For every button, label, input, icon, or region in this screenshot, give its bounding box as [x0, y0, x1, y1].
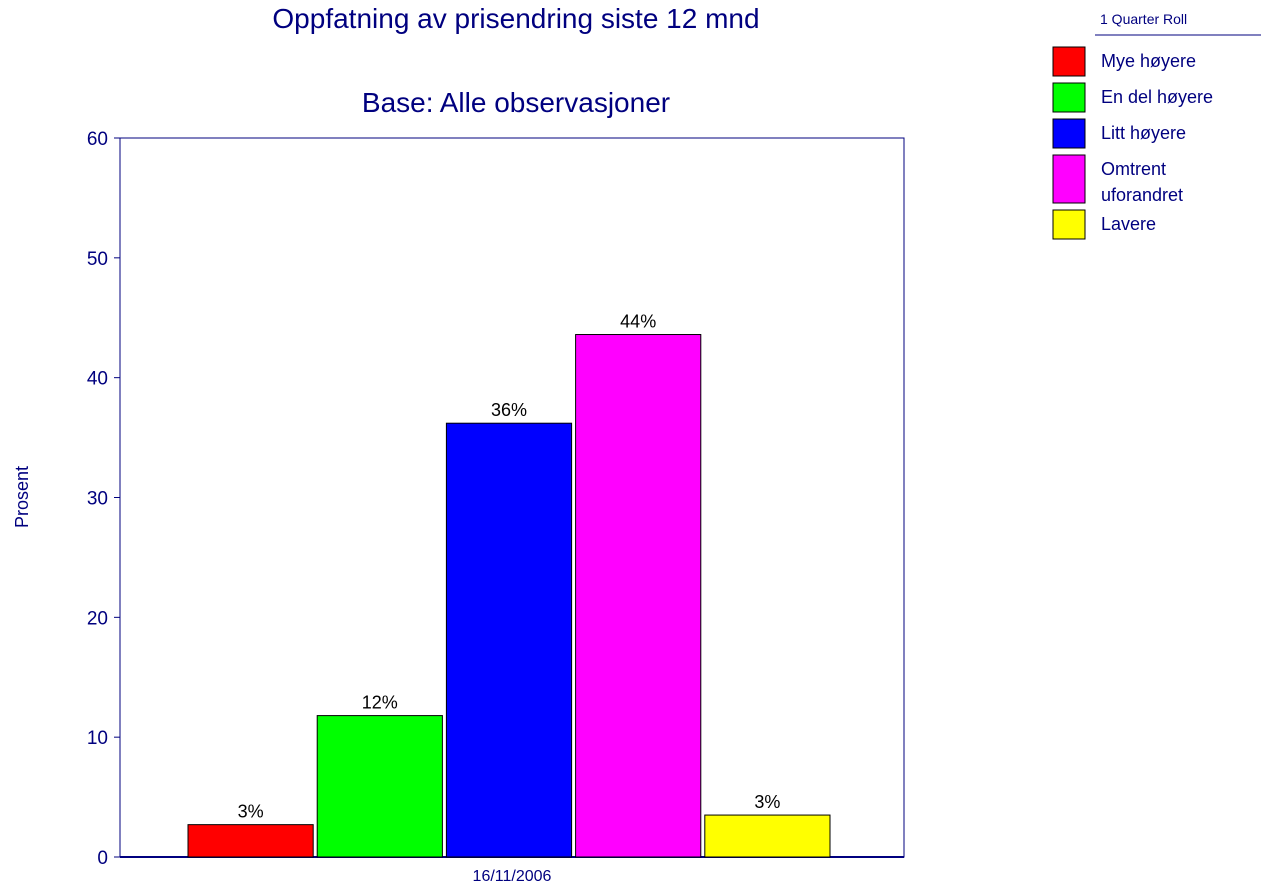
bar-3 — [445, 422, 573, 858]
bar-2 — [316, 715, 443, 858]
legend-swatch — [1052, 46, 1086, 77]
bar-value-label: 12% — [362, 693, 398, 713]
bar-value-label: 3% — [238, 802, 264, 822]
legend-label: Omtrent — [1101, 159, 1166, 179]
chart-subtitle: Base: Alle observasjoner — [362, 87, 670, 118]
bar-value-label: 3% — [754, 792, 780, 812]
chart-title: Oppfatning av prisendring siste 12 mnd — [272, 3, 759, 34]
bar-1 — [187, 824, 314, 858]
bar-value-label: 44% — [620, 312, 656, 332]
legend-swatch — [1052, 118, 1086, 149]
legend-title: 1 Quarter Roll — [1100, 11, 1187, 27]
y-axis-label: Prosent — [12, 466, 32, 528]
y-tick-label: 20 — [87, 608, 108, 629]
legend-label: Mye høyere — [1101, 51, 1196, 71]
y-tick-label: 50 — [87, 249, 108, 270]
legend: Mye høyere En del høyere Litt høyere Omtren… — [1052, 46, 1213, 240]
legend-swatch — [1052, 209, 1086, 240]
bars — [187, 334, 831, 858]
legend-swatch — [1052, 82, 1086, 113]
legend-label: uforandret — [1101, 185, 1183, 205]
y-tick-label: 0 — [97, 848, 108, 869]
legend-label: Lavere — [1101, 214, 1156, 234]
bar-4 — [575, 334, 702, 858]
legend-label: Litt høyere — [1101, 123, 1186, 143]
y-tick-label: 10 — [87, 728, 108, 749]
bar-5 — [704, 814, 831, 858]
y-tick-label: 40 — [87, 369, 108, 390]
bar-value-label: 36% — [491, 400, 527, 420]
legend-label: En del høyere — [1101, 87, 1213, 107]
y-tick-label: 30 — [87, 489, 108, 510]
bar-labels: 3% 12% 36% 44% 3% — [238, 312, 781, 822]
x-tick-label: 16/11/2006 — [473, 868, 552, 885]
y-tick-label: 60 — [87, 129, 108, 150]
legend-swatch — [1052, 154, 1086, 204]
